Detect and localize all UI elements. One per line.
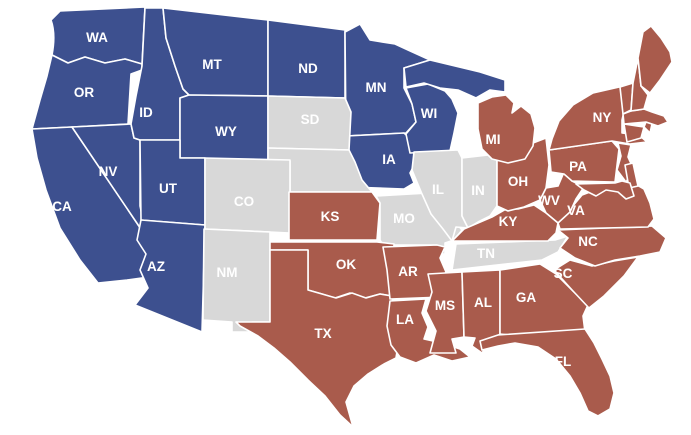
state-il[interactable] xyxy=(411,149,469,242)
state-me[interactable] xyxy=(637,25,673,94)
state-wy[interactable] xyxy=(179,94,269,162)
state-wa[interactable] xyxy=(50,6,146,65)
state-mi[interactable] xyxy=(477,94,536,164)
state-az[interactable] xyxy=(134,219,206,333)
state-sd[interactable] xyxy=(267,95,352,151)
state-md[interactable] xyxy=(575,180,635,200)
state-co[interactable] xyxy=(204,157,291,234)
state-nc[interactable] xyxy=(557,225,667,267)
state-fl[interactable] xyxy=(479,328,615,417)
state-nd[interactable] xyxy=(267,19,346,99)
state-or[interactable] xyxy=(31,54,143,130)
state-pa[interactable] xyxy=(548,140,620,183)
state-mi-up[interactable] xyxy=(403,59,506,99)
state-wi[interactable] xyxy=(405,83,459,154)
state-nm[interactable] xyxy=(202,228,271,333)
state-ks[interactable] xyxy=(288,191,381,241)
state-ct[interactable] xyxy=(623,123,645,143)
state-ky[interactable] xyxy=(451,204,559,242)
state-tn[interactable] xyxy=(451,235,569,271)
state-tx[interactable] xyxy=(235,249,399,428)
state-sc[interactable] xyxy=(553,256,639,309)
